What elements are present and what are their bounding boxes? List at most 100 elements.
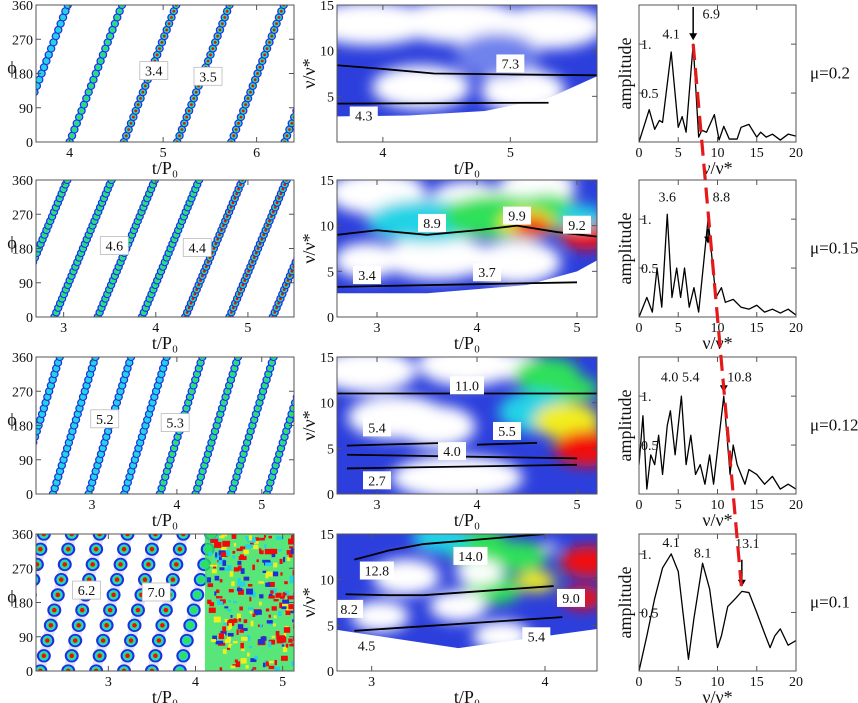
frequency-label-box bbox=[352, 636, 381, 655]
phase-stripe bbox=[225, 180, 291, 317]
phase-stripe bbox=[89, 534, 135, 671]
x-tick-label: 4 bbox=[474, 498, 481, 513]
power-blob bbox=[372, 65, 471, 110]
phase-blob bbox=[314, 203, 322, 211]
frequency-label-box bbox=[193, 66, 223, 86]
power-blob bbox=[382, 235, 492, 280]
phase-blob bbox=[13, 376, 21, 384]
wavelet-spectrogram-row2: 8.9 9.9 9.2 3.4 3.7 3 4 5 0 5 10 15 t/P₀ ν/ν* bbox=[299, 174, 598, 353]
frequency-label-box bbox=[349, 106, 378, 125]
power-blob bbox=[554, 430, 597, 467]
frequency-label: 5.4 bbox=[528, 630, 546, 645]
frequency-label-box bbox=[438, 442, 466, 461]
phase-blob bbox=[10, 199, 18, 207]
axes-frame bbox=[336, 4, 598, 143]
frequency-label: 6.2 bbox=[78, 584, 96, 599]
x-tick-label: 10 bbox=[711, 146, 725, 161]
plot-area bbox=[0, 180, 322, 317]
frequency-label: 5.4 bbox=[368, 421, 386, 436]
phase-stripe bbox=[191, 357, 243, 494]
phase-blob bbox=[0, 240, 2, 248]
y-tick-label: 5 bbox=[327, 442, 334, 457]
phase-blob bbox=[305, 226, 313, 234]
mu-label: μ=0.2 bbox=[810, 64, 850, 83]
frequency-label-box bbox=[493, 421, 521, 440]
phase-blob bbox=[5, 664, 19, 677]
phase-blob bbox=[15, 370, 23, 378]
x-tick-label: 0 bbox=[636, 146, 643, 161]
phase-blob bbox=[27, 444, 35, 452]
x-tick-label: 5 bbox=[574, 321, 581, 336]
ridge-line bbox=[476, 441, 538, 446]
axes-frame bbox=[638, 533, 797, 672]
x-tick-label: 20 bbox=[789, 321, 803, 336]
y-axis-label: amplitude bbox=[615, 566, 635, 638]
x-axis-label: t/P₀ bbox=[454, 158, 480, 178]
ridge-line bbox=[337, 281, 578, 288]
x-tick-label: 4 bbox=[173, 498, 180, 513]
frequency-label: 4.0 bbox=[443, 445, 461, 460]
power-field bbox=[337, 5, 597, 113]
phase-stripe bbox=[61, 534, 107, 671]
y-tick-label: 180 bbox=[12, 243, 33, 258]
frequency-label-box bbox=[522, 627, 551, 646]
frequency-label: 3.4 bbox=[145, 65, 163, 80]
phase-blob bbox=[1, 26, 9, 34]
arrow-head-icon bbox=[689, 33, 698, 41]
y-tick-label: 360 bbox=[12, 0, 33, 14]
y-tick-label: 360 bbox=[12, 174, 33, 189]
mu-label: μ=0.15 bbox=[810, 239, 858, 258]
y-tick-label: 0 bbox=[26, 665, 33, 680]
frequency-label: 4.4 bbox=[189, 242, 207, 257]
x-tick-label: 5 bbox=[279, 675, 286, 690]
y-tick-label: 180 bbox=[12, 420, 33, 435]
x-axis-label: t/P₀ bbox=[454, 510, 480, 530]
frequency-label-box bbox=[139, 61, 169, 80]
ridge-line bbox=[345, 585, 554, 597]
wavelet-spectrogram-row3: 11.0 5.4 4.0 5.5 2.7 3 4 5 0 5 10 15 t/P₀ ν/ν* bbox=[299, 351, 598, 530]
frequency-label-box bbox=[141, 582, 171, 602]
frequency-label-box bbox=[453, 546, 488, 565]
phase-blob bbox=[321, 32, 329, 40]
spectrum-line bbox=[639, 553, 796, 671]
axes-frame bbox=[336, 179, 598, 318]
frequency-label: 9.9 bbox=[508, 210, 526, 225]
x-tick-label: 4 bbox=[66, 146, 73, 161]
y-tick-label: 15 bbox=[320, 0, 334, 14]
frequency-label: 2.7 bbox=[368, 474, 386, 489]
phase-blob bbox=[3, 217, 11, 225]
power-blob bbox=[542, 542, 558, 551]
y-tick-label: 90 bbox=[19, 277, 33, 292]
frequency-label: 4.6 bbox=[106, 240, 124, 255]
y-axis-label: ν/ν* bbox=[299, 587, 319, 617]
phase-blob bbox=[11, 138, 19, 146]
y-tick-label: 1. bbox=[641, 213, 652, 228]
y-tick-label: 10 bbox=[320, 574, 334, 589]
frequency-label: 4.3 bbox=[355, 110, 373, 125]
phase-blob bbox=[10, 304, 18, 312]
phase-blob bbox=[0, 226, 7, 234]
frequency-label: 9.0 bbox=[562, 592, 580, 607]
frequency-label-box bbox=[160, 413, 190, 432]
y-tick-label: 10 bbox=[320, 220, 334, 235]
axes-frame bbox=[336, 356, 598, 495]
y-tick-label: 0.5 bbox=[641, 439, 659, 454]
x-axis-label: ν/ν* bbox=[702, 333, 732, 353]
y-tick-label: 0 bbox=[327, 311, 334, 326]
x-axis-label: t/P₀ bbox=[152, 158, 178, 178]
power-blob bbox=[555, 376, 597, 401]
y-axis-label: ϕ bbox=[7, 233, 16, 253]
phase-stripe bbox=[11, 5, 72, 146]
x-axis-label: t/P₀ bbox=[152, 333, 178, 353]
x-tick-label: 5 bbox=[160, 146, 167, 161]
x-tick-label: 3 bbox=[374, 498, 381, 513]
frequency-label-box bbox=[359, 561, 394, 580]
power-blob bbox=[429, 590, 487, 622]
y-tick-label: 15 bbox=[320, 174, 334, 189]
amplitude-spectrum-row2: 3.6 8.8 0 5 10 15 20 0.5 1. ν/ν* amplitude bbox=[615, 179, 803, 353]
phase-map-row4: 6.2 7.0 3 4 5 0 90 180 270 360 t/P₀ ϕ bbox=[5, 528, 295, 703]
phase-blob bbox=[15, 484, 23, 492]
phase-blob bbox=[13, 490, 21, 498]
peak-label: 5.4 bbox=[682, 370, 700, 385]
